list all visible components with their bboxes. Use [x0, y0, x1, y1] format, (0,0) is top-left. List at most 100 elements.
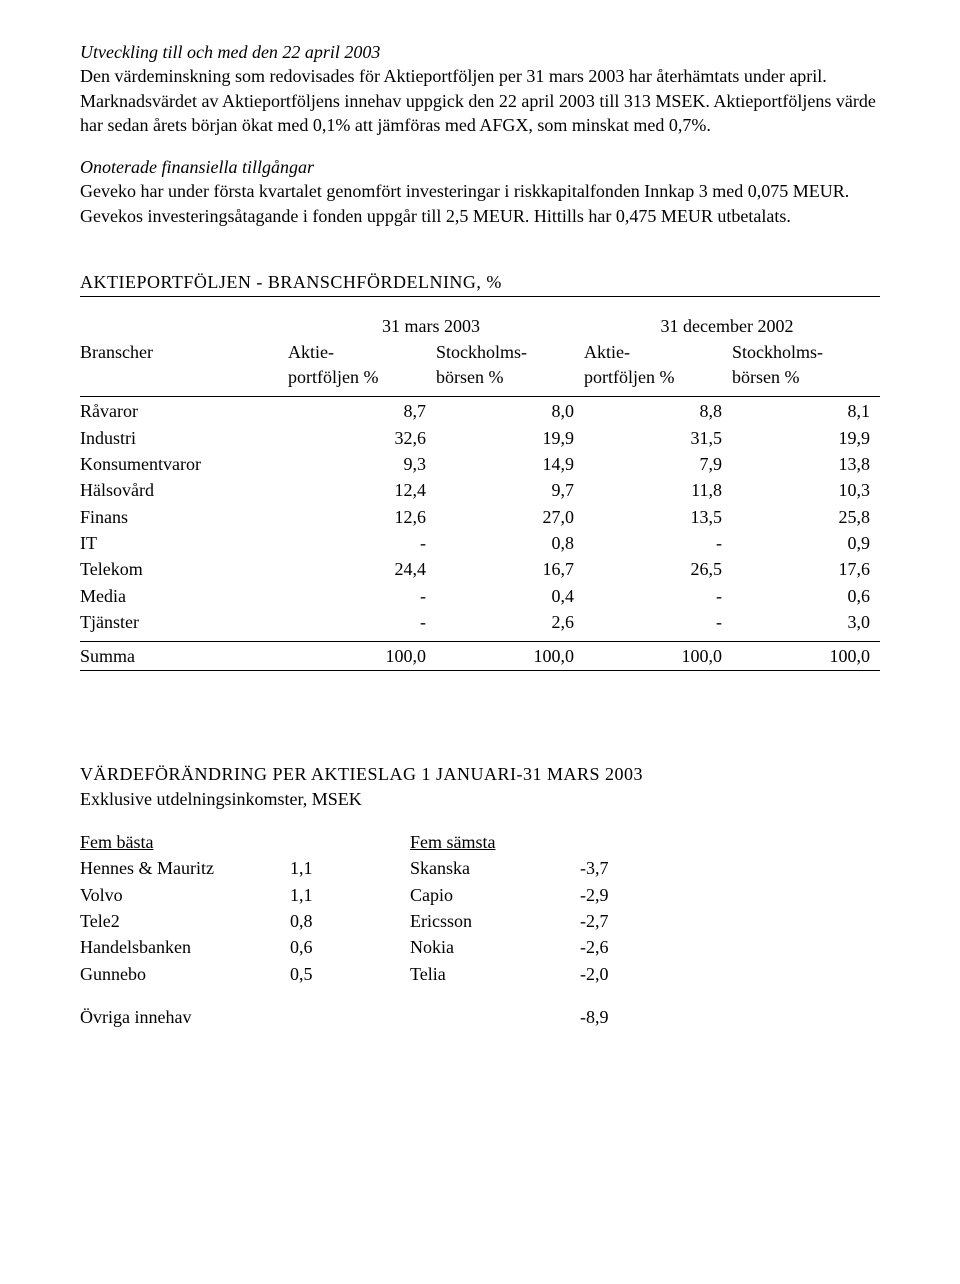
row-label: Telekom: [80, 556, 288, 582]
row-label: Tjänster: [80, 609, 288, 635]
col-aktie-2b: portföljen %: [584, 365, 732, 390]
best-worst-table: Fem bästa Fem sämsta Hennes & Mauritz 1,…: [80, 829, 660, 1030]
col-aktie-1a: Aktie-: [288, 340, 436, 365]
cell: 12,6: [288, 504, 436, 530]
worst-name: Nokia: [410, 934, 580, 960]
cell: 8,8: [584, 398, 732, 424]
cell: 26,5: [584, 556, 732, 582]
sum-cell: 100,0: [732, 643, 880, 669]
period-1: 31 mars 2003: [288, 313, 584, 339]
worst-value: -2,6: [580, 934, 660, 960]
cell: 31,5: [584, 425, 732, 451]
table-header-periods: 31 mars 2003 31 december 2002: [80, 313, 880, 339]
worst-value: -2,9: [580, 882, 660, 908]
col-sthlm-2b: börsen %: [732, 365, 880, 390]
best-name: Hennes & Mauritz: [80, 855, 290, 881]
other-value: -8,9: [580, 987, 660, 1030]
table-row: IT - 0,8 - 0,9: [80, 530, 880, 556]
table1-title-text: AKTIEPORTFÖLJEN - BRANSCHFÖRDELNING, %: [80, 272, 502, 292]
table-row: Konsumentvaror 9,3 14,9 7,9 13,8: [80, 451, 880, 477]
table-row: Finans 12,6 27,0 13,5 25,8: [80, 504, 880, 530]
table-row: Tele2 0,8 Ericsson -2,7: [80, 908, 660, 934]
worst-value: -2,0: [580, 961, 660, 987]
cell: 14,9: [436, 451, 584, 477]
cell: 19,9: [436, 425, 584, 451]
worst-value: -2,7: [580, 908, 660, 934]
col-aktie-2a: Aktie-: [584, 340, 732, 365]
table-row: Gunnebo 0,5 Telia -2,0: [80, 961, 660, 987]
table-row: Handelsbanken 0,6 Nokia -2,6: [80, 934, 660, 960]
col-branscher: Branscher: [80, 340, 288, 365]
sum-cell: 100,0: [288, 643, 436, 669]
cell: 11,8: [584, 477, 732, 503]
col-worst: Fem sämsta: [410, 829, 580, 855]
worst-name: Ericsson: [410, 908, 580, 934]
cell: 9,3: [288, 451, 436, 477]
cell: 25,8: [732, 504, 880, 530]
col-best: Fem bästa: [80, 829, 290, 855]
cell: -: [288, 530, 436, 556]
table-row: Volvo 1,1 Capio -2,9: [80, 882, 660, 908]
cell: 0,6: [732, 583, 880, 609]
row-label: Finans: [80, 504, 288, 530]
cell: 0,8: [436, 530, 584, 556]
cell: 27,0: [436, 504, 584, 530]
col-sthlm-1a: Stockholms-: [436, 340, 584, 365]
cell: 7,9: [584, 451, 732, 477]
row-label: Industri: [80, 425, 288, 451]
table-row: Hennes & Mauritz 1,1 Skanska -3,7: [80, 855, 660, 881]
sum-label: Summa: [80, 643, 288, 669]
table-header-row1: Branscher Aktie- Stockholms- Aktie- Stoc…: [80, 340, 880, 365]
cell: 9,7: [436, 477, 584, 503]
cell: -: [584, 609, 732, 635]
row-label: Råvaror: [80, 398, 288, 424]
other-label: Övriga innehav: [80, 987, 290, 1030]
cell: -: [584, 530, 732, 556]
cell: -: [584, 583, 732, 609]
cell: 2,6: [436, 609, 584, 635]
table-row-other: Övriga innehav -8,9: [80, 987, 660, 1030]
intro-block-2: Onoterade finansiella tillgångar Geveko …: [80, 155, 880, 228]
row-label: Media: [80, 583, 288, 609]
table2-title-text: VÄRDEFÖRÄNDRING PER AKTIESLAG 1 JANUARI-…: [80, 764, 643, 784]
best-value: 1,1: [290, 855, 410, 881]
cell: 16,7: [436, 556, 584, 582]
period-2: 31 december 2002: [584, 313, 880, 339]
worst-name: Telia: [410, 961, 580, 987]
worst-name: Skanska: [410, 855, 580, 881]
cell: 13,8: [732, 451, 880, 477]
divider: [80, 396, 880, 397]
table-row: Tjänster - 2,6 - 3,0: [80, 609, 880, 635]
table1-title: AKTIEPORTFÖLJEN - BRANSCHFÖRDELNING, %: [80, 270, 880, 294]
intro-heading: Utveckling till och med den 22 april 200…: [80, 42, 380, 62]
row-label: Hälsovård: [80, 477, 288, 503]
table-row: Råvaror 8,7 8,0 8,8 8,1: [80, 398, 880, 424]
col-sthlm-2a: Stockholms-: [732, 340, 880, 365]
intro-paragraph-1: Den värdeminskning som redovisades för A…: [80, 66, 876, 135]
intro-block: Utveckling till och med den 22 april 200…: [80, 40, 880, 137]
cell: 0,4: [436, 583, 584, 609]
table-sum-row: Summa 100,0 100,0 100,0 100,0: [80, 643, 880, 669]
cell: 8,0: [436, 398, 584, 424]
cell: 0,9: [732, 530, 880, 556]
best-value: 1,1: [290, 882, 410, 908]
cell: 19,9: [732, 425, 880, 451]
cell: 12,4: [288, 477, 436, 503]
cell: 24,4: [288, 556, 436, 582]
divider: [80, 296, 880, 297]
worst-name: Capio: [410, 882, 580, 908]
cell: 8,1: [732, 398, 880, 424]
cell: 32,6: [288, 425, 436, 451]
divider: [80, 670, 880, 671]
table-header-row2: portföljen % börsen % portföljen % börse…: [80, 365, 880, 390]
table2-title: VÄRDEFÖRÄNDRING PER AKTIESLAG 1 JANUARI-…: [80, 762, 880, 786]
best-value: 0,6: [290, 934, 410, 960]
intro-subheading: Onoterade finansiella tillgångar: [80, 157, 314, 177]
intro-paragraph-2: Geveko har under första kvartalet genomf…: [80, 181, 849, 225]
cell: 8,7: [288, 398, 436, 424]
sum-cell: 100,0: [584, 643, 732, 669]
cell: 10,3: [732, 477, 880, 503]
table-row: Telekom 24,4 16,7 26,5 17,6: [80, 556, 880, 582]
page: Utveckling till och med den 22 april 200…: [0, 0, 960, 1284]
best-name: Volvo: [80, 882, 290, 908]
